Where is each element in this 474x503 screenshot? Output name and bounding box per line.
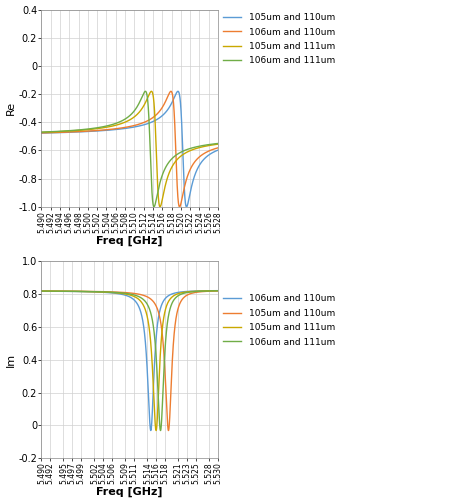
105um and 110um <box>38 130 44 136</box>
105um and 110um <box>179 297 185 303</box>
Line: 106um and 111um: 106um and 111um <box>41 92 218 207</box>
106um and 111um <box>38 129 44 135</box>
106um and 110um <box>177 204 182 210</box>
105um and 110um <box>151 118 156 124</box>
106um and 111um <box>179 149 185 155</box>
106um and 111um <box>143 299 149 305</box>
106um and 111um <box>151 204 156 210</box>
105um and 111um <box>170 163 175 169</box>
105um and 111um <box>179 290 185 296</box>
Line: 105um and 111um: 105um and 111um <box>41 291 218 431</box>
106um and 110um <box>38 130 44 136</box>
X-axis label: Freq [GHz]: Freq [GHz] <box>96 236 163 246</box>
105um and 110um <box>184 204 190 210</box>
106um and 111um <box>47 288 53 294</box>
106um and 110um <box>168 89 174 95</box>
105um and 111um <box>102 124 108 130</box>
105um and 111um <box>38 129 44 135</box>
105um and 110um <box>102 289 108 295</box>
106um and 110um <box>170 291 175 297</box>
105um and 111um <box>151 389 156 395</box>
106um and 110um <box>47 288 53 294</box>
105um and 111um <box>157 204 163 210</box>
Legend: 105um and 110um, 106um and 110um, 105um and 111um, 106um and 111um: 105um and 110um, 106um and 110um, 105um … <box>220 10 338 69</box>
106um and 110um <box>215 288 221 294</box>
Line: 106um and 110um: 106um and 110um <box>41 92 218 207</box>
105um and 110um <box>170 99 175 105</box>
105um and 110um <box>47 130 53 136</box>
Line: 106um and 110um: 106um and 110um <box>41 291 218 431</box>
X-axis label: Freq [GHz]: Freq [GHz] <box>96 487 163 497</box>
Line: 105um and 110um: 105um and 110um <box>41 291 218 431</box>
106um and 111um <box>143 89 148 95</box>
105um and 111um <box>215 141 221 147</box>
Line: 105um and 111um: 105um and 111um <box>41 92 218 207</box>
105um and 110um <box>175 89 181 95</box>
106um and 111um <box>215 288 221 294</box>
106um and 111um <box>47 129 53 135</box>
106um and 110um <box>102 289 108 295</box>
Y-axis label: Re: Re <box>6 101 16 115</box>
106um and 110um <box>102 127 108 133</box>
106um and 110um <box>170 91 175 97</box>
106um and 110um <box>143 346 149 352</box>
105um and 110um <box>38 288 44 294</box>
106um and 110um <box>179 197 185 203</box>
105um and 110um <box>179 123 185 129</box>
106um and 111um <box>102 289 108 295</box>
Line: 106um and 111um: 106um and 111um <box>41 291 218 431</box>
106um and 110um <box>38 288 44 294</box>
105um and 111um <box>143 308 149 314</box>
Legend: 106um and 110um, 105um and 110um, 105um and 111um, 106um and 111um: 106um and 110um, 105um and 110um, 105um … <box>220 291 338 350</box>
105um and 110um <box>170 357 175 363</box>
Y-axis label: Im: Im <box>6 353 16 367</box>
106um and 111um <box>215 140 221 146</box>
105um and 111um <box>47 129 53 135</box>
105um and 111um <box>170 294 175 300</box>
105um and 110um <box>165 428 171 434</box>
106um and 111um <box>151 204 157 210</box>
106um and 110um <box>143 119 149 125</box>
105um and 111um <box>143 99 149 105</box>
105um and 111um <box>179 152 185 158</box>
106um and 111um <box>179 291 185 297</box>
105um and 111um <box>215 288 221 294</box>
106um and 110um <box>215 145 221 151</box>
Line: 105um and 110um: 105um and 110um <box>41 92 218 207</box>
106um and 111um <box>158 428 164 434</box>
105um and 110um <box>47 288 53 294</box>
106um and 111um <box>170 299 175 305</box>
105um and 110um <box>143 121 149 127</box>
105um and 111um <box>153 428 159 434</box>
105um and 110um <box>215 288 221 294</box>
105um and 111um <box>47 288 53 294</box>
106um and 110um <box>179 289 185 295</box>
106um and 111um <box>151 325 156 331</box>
105um and 110um <box>143 293 149 299</box>
105um and 111um <box>102 289 108 295</box>
105um and 111um <box>38 288 44 294</box>
105um and 110um <box>151 299 156 305</box>
105um and 111um <box>149 89 155 95</box>
106um and 110um <box>148 428 154 434</box>
105um and 111um <box>151 97 156 103</box>
106um and 111um <box>143 89 149 95</box>
105um and 110um <box>102 127 108 133</box>
106um and 111um <box>38 288 44 294</box>
106um and 111um <box>102 123 108 129</box>
106um and 110um <box>151 114 156 120</box>
106um and 110um <box>47 130 53 136</box>
105um and 110um <box>215 147 221 153</box>
106um and 111um <box>170 155 175 161</box>
106um and 110um <box>151 379 156 385</box>
